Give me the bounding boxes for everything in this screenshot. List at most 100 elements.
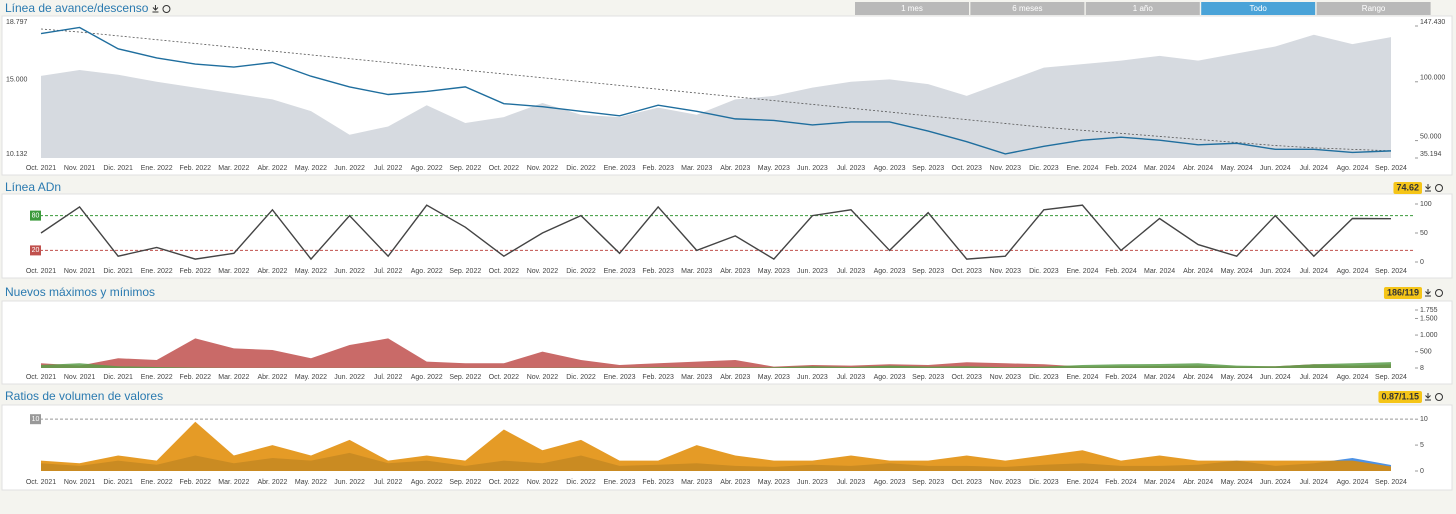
range-button[interactable] — [1201, 2, 1316, 15]
x-tick-label: May. 2022 — [295, 374, 327, 381]
x-tick-label: Abr. 2022 — [257, 268, 287, 275]
x-tick-label: Ene. 2024 — [1066, 268, 1098, 275]
x-tick-label: Sep. 2024 — [1375, 165, 1407, 172]
x-tick-label: Oct. 2023 — [952, 479, 982, 486]
value-badge: 74.62 — [1396, 182, 1419, 192]
range-button[interactable] — [970, 2, 1085, 15]
x-tick-label: May. 2024 — [1221, 479, 1253, 486]
x-tick-label: Nov. 2023 — [990, 374, 1021, 381]
range-label[interactable]: 1 año — [1133, 4, 1154, 13]
x-tick-label: Sep. 2022 — [449, 268, 481, 275]
x-tick-label: Jul. 2022 — [374, 268, 403, 275]
chart-title: Línea de avance/descenso — [5, 1, 149, 15]
range-button[interactable] — [855, 2, 969, 15]
y-tick-label: 1.500 — [1420, 315, 1438, 322]
x-tick-label: Nov. 2022 — [527, 479, 558, 486]
range-label[interactable]: 1 mes — [901, 4, 923, 13]
range-button[interactable] — [1085, 2, 1200, 15]
x-tick-label: Mar. 2023 — [681, 374, 712, 381]
x-tick-label: Oct. 2023 — [952, 165, 982, 172]
area — [41, 34, 1391, 158]
x-tick-label: Jul. 2023 — [837, 374, 866, 381]
range-label[interactable]: Rango — [1362, 4, 1386, 13]
x-tick-label: Jun. 2023 — [797, 374, 828, 381]
y-tick-label: 500 — [1420, 349, 1432, 356]
x-tick-label: Dic. 2022 — [566, 479, 596, 486]
x-tick-label: Nov. 2021 — [64, 374, 95, 381]
help-icon[interactable] — [1435, 289, 1443, 297]
x-tick-label: Abr. 2023 — [720, 374, 750, 381]
x-tick-label: Oct. 2022 — [489, 268, 519, 275]
range-label[interactable]: Todo — [1250, 4, 1268, 13]
x-tick-label: Sep. 2022 — [449, 374, 481, 381]
x-tick-label: Ago. 2023 — [874, 374, 906, 381]
x-tick-label: May. 2023 — [758, 479, 790, 486]
panel — [1, 193, 1453, 279]
x-tick-label: May. 2024 — [1221, 165, 1253, 172]
x-tick-label: May. 2022 — [295, 479, 327, 486]
x-tick-label: Ago. 2022 — [411, 268, 443, 275]
x-tick-label: Abr. 2024 — [1183, 268, 1213, 275]
panel — [1, 300, 1453, 385]
x-tick-label: Ago. 2022 — [411, 374, 443, 381]
x-tick-label: Ene. 2024 — [1066, 374, 1098, 381]
help-icon[interactable] — [1435, 184, 1443, 192]
y2-tick-label: 50.000 — [1420, 133, 1442, 140]
x-tick-label: Abr. 2022 — [257, 374, 287, 381]
x-tick-label: Dic. 2021 — [103, 165, 133, 172]
x-tick-label: Sep. 2024 — [1375, 268, 1407, 275]
x-tick-label: Jul. 2024 — [1300, 374, 1329, 381]
reference-badge — [30, 245, 41, 256]
download-icon[interactable] — [1425, 184, 1431, 192]
x-tick-label: Ene. 2022 — [141, 165, 173, 172]
x-tick-label: Dic. 2021 — [103, 374, 133, 381]
x-tick-label: Mar. 2023 — [681, 165, 712, 172]
x-tick-label: Jul. 2024 — [1300, 479, 1329, 486]
x-tick-label: May. 2023 — [758, 374, 790, 381]
x-tick-label: May. 2024 — [1221, 268, 1253, 275]
x-tick-label: Dic. 2023 — [1029, 374, 1059, 381]
value-badge-bg — [1393, 182, 1422, 194]
x-tick-label: Jul. 2024 — [1300, 268, 1329, 275]
x-tick-label: Ago. 2022 — [411, 165, 443, 172]
x-tick-label: Oct. 2021 — [26, 374, 56, 381]
x-tick-label: Oct. 2022 — [489, 374, 519, 381]
x-tick-label: Mar. 2024 — [1144, 268, 1175, 275]
x-tick-label: Abr. 2024 — [1183, 374, 1213, 381]
x-tick-label: Oct. 2021 — [26, 479, 56, 486]
y-tick-label: 0 — [1420, 259, 1424, 266]
x-tick-label: Mar. 2022 — [218, 479, 249, 486]
x-tick-label: Abr. 2024 — [1183, 165, 1213, 172]
range-label[interactable]: 6 meses — [1012, 4, 1042, 13]
x-tick-label: Ago. 2022 — [411, 479, 443, 486]
x-tick-label: Abr. 2022 — [257, 479, 287, 486]
x-tick-label: May. 2024 — [1221, 374, 1253, 381]
x-tick-label: Jul. 2022 — [374, 479, 403, 486]
area — [41, 362, 1391, 368]
area — [41, 338, 1391, 368]
range-button[interactable] — [1316, 2, 1431, 15]
x-tick-label: Nov. 2023 — [990, 165, 1021, 172]
download-icon[interactable] — [1425, 289, 1431, 297]
y-tick-label: 15.000 — [6, 77, 28, 84]
help-icon[interactable] — [162, 5, 171, 13]
x-tick-label: Feb. 2022 — [180, 165, 212, 172]
x-tick-label: Nov. 2021 — [64, 268, 95, 275]
x-tick-label: Feb. 2024 — [1105, 374, 1137, 381]
x-tick-label: Jun. 2022 — [334, 165, 365, 172]
x-tick-label: Jun. 2024 — [1260, 165, 1291, 172]
x-tick-label: Jun. 2023 — [797, 479, 828, 486]
x-tick-label: Sep. 2023 — [912, 479, 944, 486]
reference-label: 80 — [32, 212, 40, 219]
download-icon[interactable] — [152, 5, 159, 13]
y2-tick-label: 35.194 — [1420, 151, 1442, 158]
x-tick-label: Nov. 2022 — [527, 268, 558, 275]
x-tick-label: Dic. 2022 — [566, 374, 596, 381]
download-icon[interactable] — [1425, 393, 1431, 401]
help-icon[interactable] — [1435, 393, 1443, 401]
value-badge: 186/119 — [1387, 287, 1419, 297]
x-tick-label: Feb. 2022 — [180, 268, 212, 275]
x-tick-label: Jul. 2022 — [374, 374, 403, 381]
y-tick-label: 50 — [1420, 230, 1428, 237]
